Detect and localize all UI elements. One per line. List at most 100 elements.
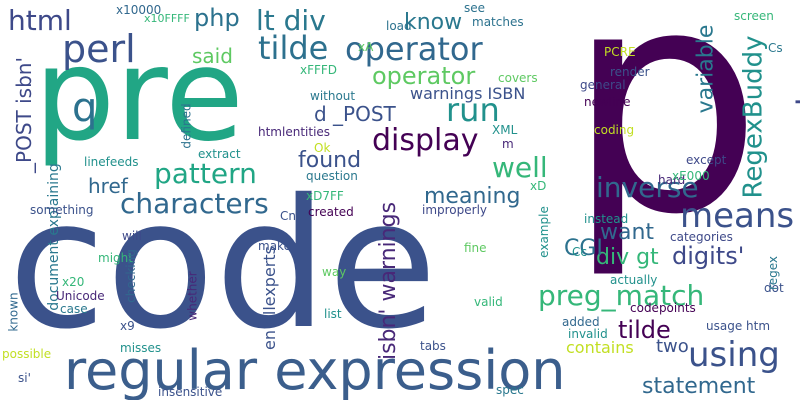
cloud-word: xFFFD	[300, 63, 338, 77]
cloud-word: digits'	[672, 242, 745, 270]
cloud-word: PCRE	[604, 45, 636, 59]
cloud-word: html	[8, 4, 72, 37]
cloud-word: newline	[584, 95, 631, 109]
cloud-word: x20	[62, 275, 85, 289]
cloud-word: p	[566, 0, 763, 283]
cloud-word: characters	[120, 187, 269, 220]
cloud-word: si'	[18, 371, 31, 385]
cloud-word: Cs	[768, 41, 783, 55]
cloud-word: xD	[530, 179, 547, 193]
cloud-word: want	[600, 220, 655, 245]
cloud-word: pre	[34, 21, 244, 170]
cloud-word: code	[8, 161, 438, 368]
cloud-word: matches	[472, 15, 524, 29]
cloud-word: actually	[610, 273, 658, 287]
cloud-word: categories	[670, 230, 733, 244]
cloud-word: php	[194, 4, 240, 32]
cloud-word: whether	[185, 271, 200, 321]
cloud-word: render	[610, 65, 650, 79]
cloud-word: general	[580, 78, 626, 92]
cloud-word: x10000	[116, 3, 162, 17]
cloud-word: div gt	[596, 245, 659, 270]
cloud-word: without	[310, 89, 356, 103]
cloud-word: meaning	[424, 184, 521, 209]
cloud-word: insensitive	[158, 385, 223, 399]
cloud-word: spec	[496, 383, 524, 397]
cloud-word: found	[298, 148, 362, 173]
cloud-word: href	[88, 174, 128, 198]
cloud-word: case	[60, 302, 88, 316]
cloud-word: make	[258, 239, 291, 253]
cloud-word: m	[502, 137, 514, 151]
cloud-word: htmlentities	[258, 125, 331, 139]
cloud-word: misses	[120, 341, 162, 355]
cloud-word: list	[324, 307, 342, 321]
cloud-word: x10FFFF	[144, 12, 190, 25]
cloud-word: well	[492, 151, 548, 184]
cloud-word: invalid	[568, 327, 608, 341]
cloud-word: tilde	[258, 29, 329, 67]
cloud-word: operator	[345, 30, 483, 68]
cloud-word: Cc	[572, 245, 587, 259]
cloud-word: way	[322, 265, 347, 279]
cloud-word: means	[680, 196, 795, 236]
cloud-word: known	[6, 292, 21, 332]
cloud-word: added	[562, 315, 600, 329]
cloud-word: pattern	[154, 157, 257, 190]
cloud-word: variable	[693, 24, 719, 114]
cloud-word: hard	[658, 173, 686, 187]
cloud-word: screen	[734, 9, 774, 23]
cloud-word: might	[98, 251, 133, 265]
cloud-word: two	[656, 336, 689, 357]
cloud-word: lt div	[256, 4, 326, 37]
cloud-word: covers	[498, 71, 538, 85]
cloud-word: will	[122, 229, 142, 243]
cloud-word: tilde	[618, 316, 671, 344]
cloud-word: example	[536, 206, 551, 258]
cloud-word: instead	[584, 212, 629, 226]
cloud-word: regular expression	[64, 339, 566, 400]
cloud-word: CGI	[564, 236, 603, 261]
cloud-word: Unicode	[56, 289, 105, 303]
cloud-word: codepoints	[630, 301, 696, 315]
cloud-word: x9	[120, 319, 135, 333]
cloud-word: isbn' warnings	[376, 201, 402, 361]
cloud-word: Ok	[314, 141, 331, 155]
cloud-word: defined	[179, 103, 194, 149]
cloud-word: linefeeds	[84, 155, 139, 169]
cloud-word: warnings ISBN	[410, 84, 526, 103]
cloud-word: xA	[358, 40, 374, 54]
cloud-word: xE000	[672, 169, 710, 183]
cloud-word: know	[404, 10, 463, 35]
cloud-word: valid	[474, 295, 503, 309]
cloud-word: dot	[764, 281, 784, 295]
cloud-word: Cn	[280, 209, 296, 223]
cloud-word: except	[686, 153, 727, 167]
cloud-word: d _POST	[314, 102, 396, 126]
cloud-word: inverse	[596, 171, 699, 204]
cloud-word: usage htm	[706, 319, 771, 333]
cloud-word: regex	[765, 256, 780, 290]
cloud-word: said	[192, 44, 233, 68]
cloud-word: display	[372, 123, 479, 158]
cloud-word: XML	[492, 123, 518, 137]
cloud-word: tabs	[420, 339, 446, 353]
cloud-word: operator	[372, 62, 476, 90]
cloud-word: contains	[566, 338, 634, 357]
cloud-word: something	[30, 203, 94, 217]
cloud-word: using	[688, 335, 780, 375]
cloud-word: coding	[594, 123, 635, 137]
cloud-word: run	[446, 91, 500, 129]
cloud-word: question	[306, 169, 358, 183]
cloud-word: en allexperts	[259, 246, 279, 350]
cloud-word: see	[464, 1, 486, 15]
cloud-word: xD7FF	[306, 189, 344, 203]
cloud-word: possible	[2, 347, 52, 361]
cloud-word: q	[72, 85, 98, 131]
cloud-word: _POST isbn'	[11, 57, 36, 173]
cloud-word: fine	[464, 241, 487, 255]
cloud-word: works	[790, 70, 800, 166]
cloud-word: RegexBuddy	[738, 35, 769, 199]
cloud-word: extract	[198, 147, 241, 161]
